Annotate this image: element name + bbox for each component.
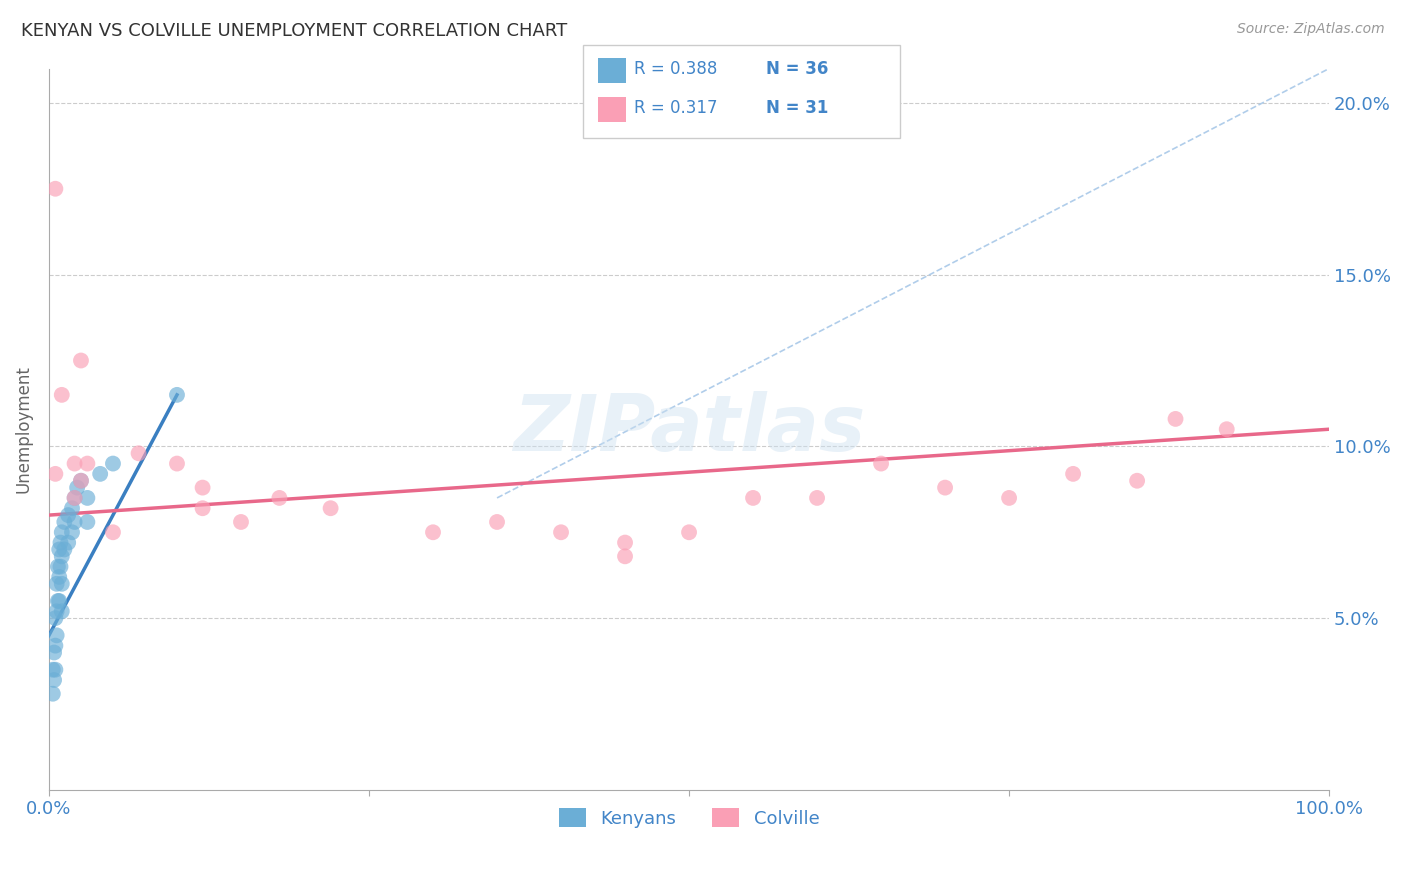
Point (128, 446, 150, 460)
Point (42, 673, 65, 687)
Point (51, 388, 73, 402)
Point (89, 467, 111, 481)
Point (269, 491, 291, 505)
Point (806, 491, 828, 505)
Text: N = 31: N = 31 (766, 99, 828, 117)
Point (48, 542, 70, 557)
Point (51, 576, 73, 591)
Point (48, 594, 70, 608)
Point (42, 687, 65, 701)
Point (70, 474, 93, 488)
Point (63, 491, 86, 505)
Point (70, 353, 93, 368)
Point (76, 515, 98, 529)
Point (166, 457, 188, 471)
Text: KENYAN VS COLVILLE UNEMPLOYMENT CORRELATION CHART: KENYAN VS COLVILLE UNEMPLOYMENT CORRELAT… (21, 22, 568, 40)
Point (44, 611, 66, 625)
Point (742, 491, 765, 505)
Point (49, 559, 72, 574)
Point (614, 549, 637, 564)
Point (63, 457, 86, 471)
Point (934, 481, 956, 495)
Point (42, 663, 65, 677)
Text: R = 0.317: R = 0.317 (634, 99, 717, 117)
Point (53, 542, 76, 557)
Point (870, 457, 893, 471)
Point (66, 481, 89, 495)
Point (56, 535, 79, 549)
Point (51, 525, 73, 540)
Text: ZIPatlas: ZIPatlas (513, 392, 865, 467)
Point (46, 559, 69, 574)
Point (63, 515, 86, 529)
Point (550, 525, 572, 540)
Point (191, 501, 214, 516)
Point (76, 491, 98, 505)
Point (46, 594, 69, 608)
Point (48, 570, 70, 584)
Point (422, 525, 444, 540)
Point (44, 467, 66, 481)
Point (319, 501, 342, 516)
Point (1126, 474, 1149, 488)
Point (229, 515, 252, 529)
Point (1062, 467, 1084, 481)
Point (998, 491, 1021, 505)
Point (49, 535, 72, 549)
Point (166, 388, 188, 402)
Legend: Kenyans, Colville: Kenyans, Colville (551, 801, 827, 835)
Point (42, 646, 65, 660)
Point (1215, 422, 1237, 436)
Point (56, 508, 79, 522)
Point (45, 604, 67, 618)
Point (76, 457, 98, 471)
Point (45, 576, 67, 591)
Point (45, 628, 67, 642)
Point (44, 639, 66, 653)
Point (51, 604, 73, 618)
Y-axis label: Unemployment: Unemployment (15, 366, 32, 493)
Point (53, 515, 76, 529)
Point (60, 501, 83, 516)
Point (678, 525, 700, 540)
Point (191, 481, 214, 495)
Text: Source: ZipAtlas.com: Source: ZipAtlas.com (1237, 22, 1385, 37)
Point (70, 474, 93, 488)
Point (101, 457, 124, 471)
Point (101, 525, 124, 540)
Point (51, 549, 73, 564)
Text: R = 0.388: R = 0.388 (634, 60, 717, 78)
Point (1164, 412, 1187, 426)
Point (44, 663, 66, 677)
Point (614, 535, 637, 549)
Point (486, 515, 509, 529)
Point (63, 491, 86, 505)
Point (60, 525, 83, 540)
Point (44, 182, 66, 196)
Text: N = 36: N = 36 (766, 60, 828, 78)
